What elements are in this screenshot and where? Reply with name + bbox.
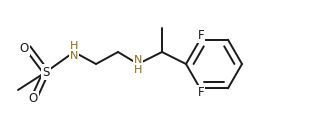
Text: F: F xyxy=(198,86,204,99)
Text: H: H xyxy=(70,41,78,51)
Text: F: F xyxy=(198,29,204,42)
Text: N: N xyxy=(134,55,142,65)
Text: H: H xyxy=(134,65,142,75)
Text: N: N xyxy=(70,51,78,61)
Text: O: O xyxy=(28,92,38,106)
Text: O: O xyxy=(19,41,29,55)
Text: S: S xyxy=(42,66,50,78)
